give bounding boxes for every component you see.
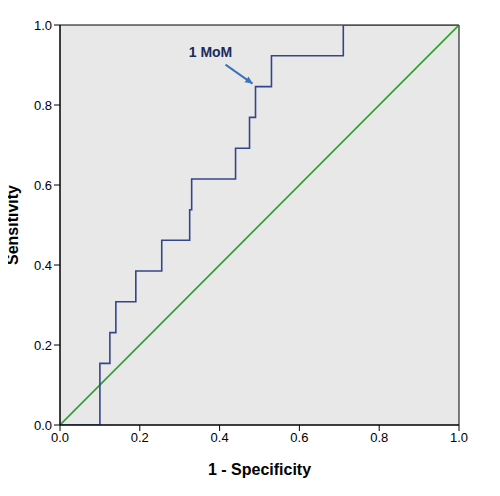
svg-text:1 MoM: 1 MoM (189, 44, 233, 60)
svg-text:Sensitivity: Sensitivity (8, 185, 21, 265)
svg-text:0.4: 0.4 (34, 258, 52, 273)
svg-text:0.6: 0.6 (290, 430, 308, 445)
svg-text:0.2: 0.2 (34, 338, 52, 353)
svg-text:1 - Specificity: 1 - Specificity (208, 461, 311, 478)
svg-text:0.6: 0.6 (34, 178, 52, 193)
svg-text:1.0: 1.0 (450, 430, 468, 445)
svg-text:0.0: 0.0 (51, 430, 69, 445)
svg-text:0.8: 0.8 (34, 98, 52, 113)
svg-text:0.0: 0.0 (34, 418, 52, 433)
svg-text:1.0: 1.0 (34, 18, 52, 33)
svg-text:0.4: 0.4 (211, 430, 229, 445)
svg-text:0.2: 0.2 (131, 430, 149, 445)
svg-text:0.8: 0.8 (370, 430, 388, 445)
